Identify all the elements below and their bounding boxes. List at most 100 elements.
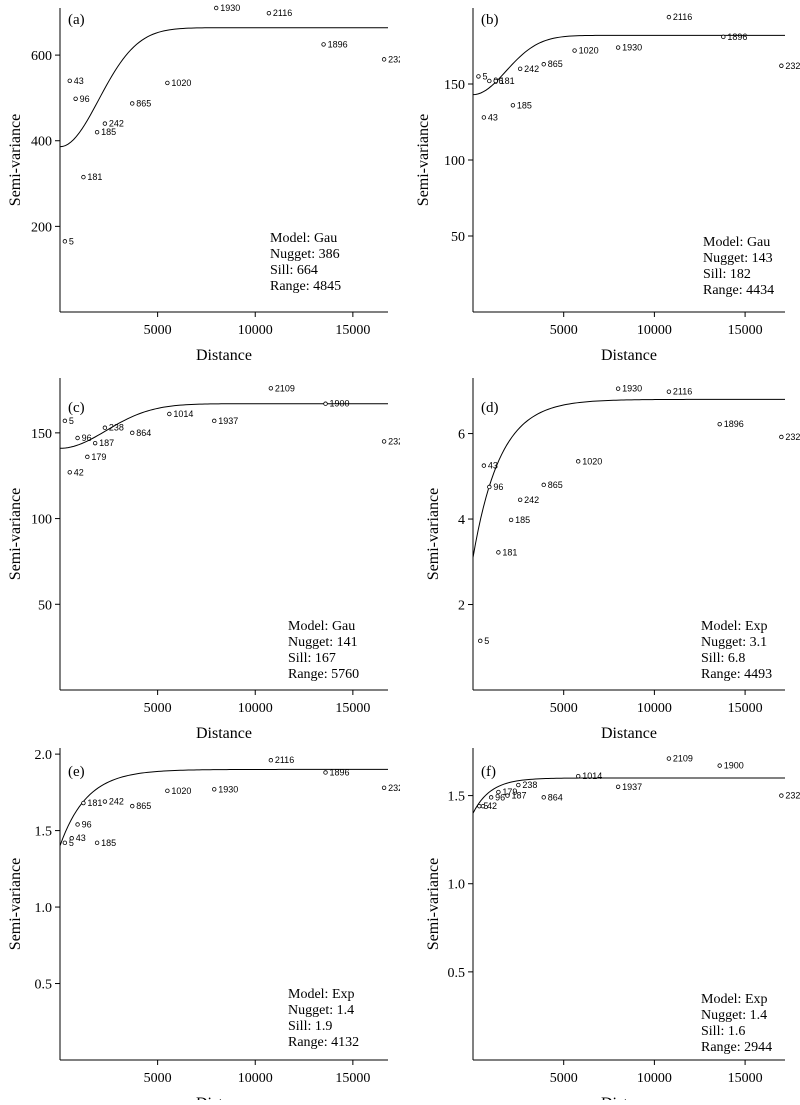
data-point <box>67 78 72 83</box>
x-tick-label: 10000 <box>238 323 273 338</box>
data-point <box>212 418 217 424</box>
variogram-chart-e: 5000 10000 15000 0.5 1.0 1.5 2.0 Distance Semi-v… <box>7 748 403 1105</box>
data-point-label: 232 <box>388 783 400 793</box>
panel-label: (f) <box>481 764 496 780</box>
data-point <box>487 78 492 84</box>
data-point <box>69 836 74 841</box>
model-info-line: Sill: 1.9 <box>288 1019 332 1034</box>
data-point-label: 1930 <box>218 784 238 794</box>
data-point-label: 2109 <box>275 383 295 393</box>
data-point <box>516 782 521 788</box>
variogram-panel-b: 5000 10000 15000 50 100 150 Distance Semi-varia… <box>400 0 800 370</box>
data-point <box>381 439 387 444</box>
x-axis-title: Distance <box>601 347 657 364</box>
data-point <box>94 840 100 846</box>
y-axis-title: Semi-variance <box>7 488 24 580</box>
data-point-label: 232 <box>785 791 800 801</box>
x-tick-label: 15000 <box>728 701 763 716</box>
data-point <box>94 129 100 135</box>
data-point-label: 242 <box>524 64 539 74</box>
data-point <box>615 784 621 789</box>
model-curve <box>472 777 785 814</box>
model-info-line: Sill: 6.8 <box>701 651 745 666</box>
y-tick-label: 1.5 <box>448 790 466 805</box>
y-tick-label: 6 <box>458 428 465 443</box>
model-info-line: Sill: 167 <box>288 651 336 666</box>
data-point-label: 865 <box>548 59 563 69</box>
data-point <box>73 96 78 101</box>
data-point <box>721 34 726 40</box>
data-point-label: 181 <box>87 172 102 182</box>
model-info-line: Range: 4493 <box>701 667 772 682</box>
data-point <box>487 484 492 490</box>
data-point <box>102 425 108 430</box>
data-point <box>541 482 546 488</box>
data-point <box>102 121 108 126</box>
data-point <box>130 803 135 809</box>
data-point <box>478 638 483 644</box>
y-tick-label: 200 <box>31 220 52 235</box>
data-point-label: 2109 <box>673 754 693 764</box>
data-point-label: 1896 <box>328 39 348 49</box>
data-point-label: 5 <box>482 71 487 81</box>
data-point-label: 185 <box>515 515 530 525</box>
x-axis-title: Distance <box>601 1095 657 1100</box>
data-point <box>130 101 135 106</box>
data-point <box>572 48 577 53</box>
data-point <box>666 14 672 20</box>
data-point-label: 865 <box>136 801 151 811</box>
data-point <box>510 103 516 108</box>
data-point-label: 187 <box>99 438 114 448</box>
data-point <box>92 440 98 446</box>
model-curve <box>472 398 785 558</box>
y-tick-label: 50 <box>38 598 52 613</box>
data-point <box>496 789 501 795</box>
x-tick-label: 5000 <box>144 323 172 338</box>
panel-label: (c) <box>68 400 85 416</box>
data-point-label: 96 <box>493 76 503 86</box>
y-tick-label: 100 <box>444 154 465 169</box>
x-axis-title: Distance <box>196 1095 252 1100</box>
data-point <box>62 418 68 424</box>
data-point-label: 42 <box>487 801 497 811</box>
model-info-line: Nugget: 3.1 <box>701 635 767 650</box>
x-tick-label: 10000 <box>238 1071 273 1086</box>
variogram-panel-e: 5000 10000 15000 0.5 1.0 1.5 2.0 Distance Semi-v… <box>0 740 403 1105</box>
data-point <box>779 63 784 68</box>
data-point-label: 179 <box>502 787 517 797</box>
model-curve <box>59 27 388 148</box>
data-point <box>323 401 328 406</box>
x-tick-label: 5000 <box>144 701 172 716</box>
data-point <box>517 497 523 503</box>
x-tick-label: 5000 <box>550 323 578 338</box>
model-info-line: Sill: 664 <box>270 263 318 278</box>
data-point-label: 187 <box>511 791 526 801</box>
model-info-line: Range: 4845 <box>270 279 341 294</box>
x-tick-label: 5000 <box>144 1071 172 1086</box>
data-point <box>165 788 170 794</box>
model-curve <box>472 34 785 96</box>
data-point <box>505 793 510 798</box>
data-point-label: 5 <box>484 636 489 646</box>
y-tick-label: 150 <box>444 78 465 93</box>
data-point-label: 43 <box>488 112 498 122</box>
data-point <box>779 793 784 798</box>
data-point-label: 1020 <box>579 46 599 56</box>
model-info-line: Nugget: 386 <box>270 247 340 262</box>
data-point-label: 1896 <box>727 32 747 42</box>
y-axis-title: Semi-variance <box>7 858 24 950</box>
data-point <box>476 74 481 79</box>
data-point <box>615 45 621 50</box>
y-axis-title: Semi-variance <box>7 114 24 206</box>
y-tick-label: 50 <box>451 230 465 245</box>
data-point <box>75 822 80 827</box>
data-point <box>541 795 546 800</box>
y-tick-label: 2 <box>458 599 465 614</box>
data-point <box>717 763 722 768</box>
y-tick-label: 1.5 <box>35 825 53 840</box>
data-point <box>481 463 487 468</box>
model-info-line: Model: Gau <box>703 235 770 250</box>
model-info-line: Model: Exp <box>701 992 768 1007</box>
model-info-line: Range: 2944 <box>701 1040 772 1055</box>
data-point-label: 43 <box>488 461 498 471</box>
